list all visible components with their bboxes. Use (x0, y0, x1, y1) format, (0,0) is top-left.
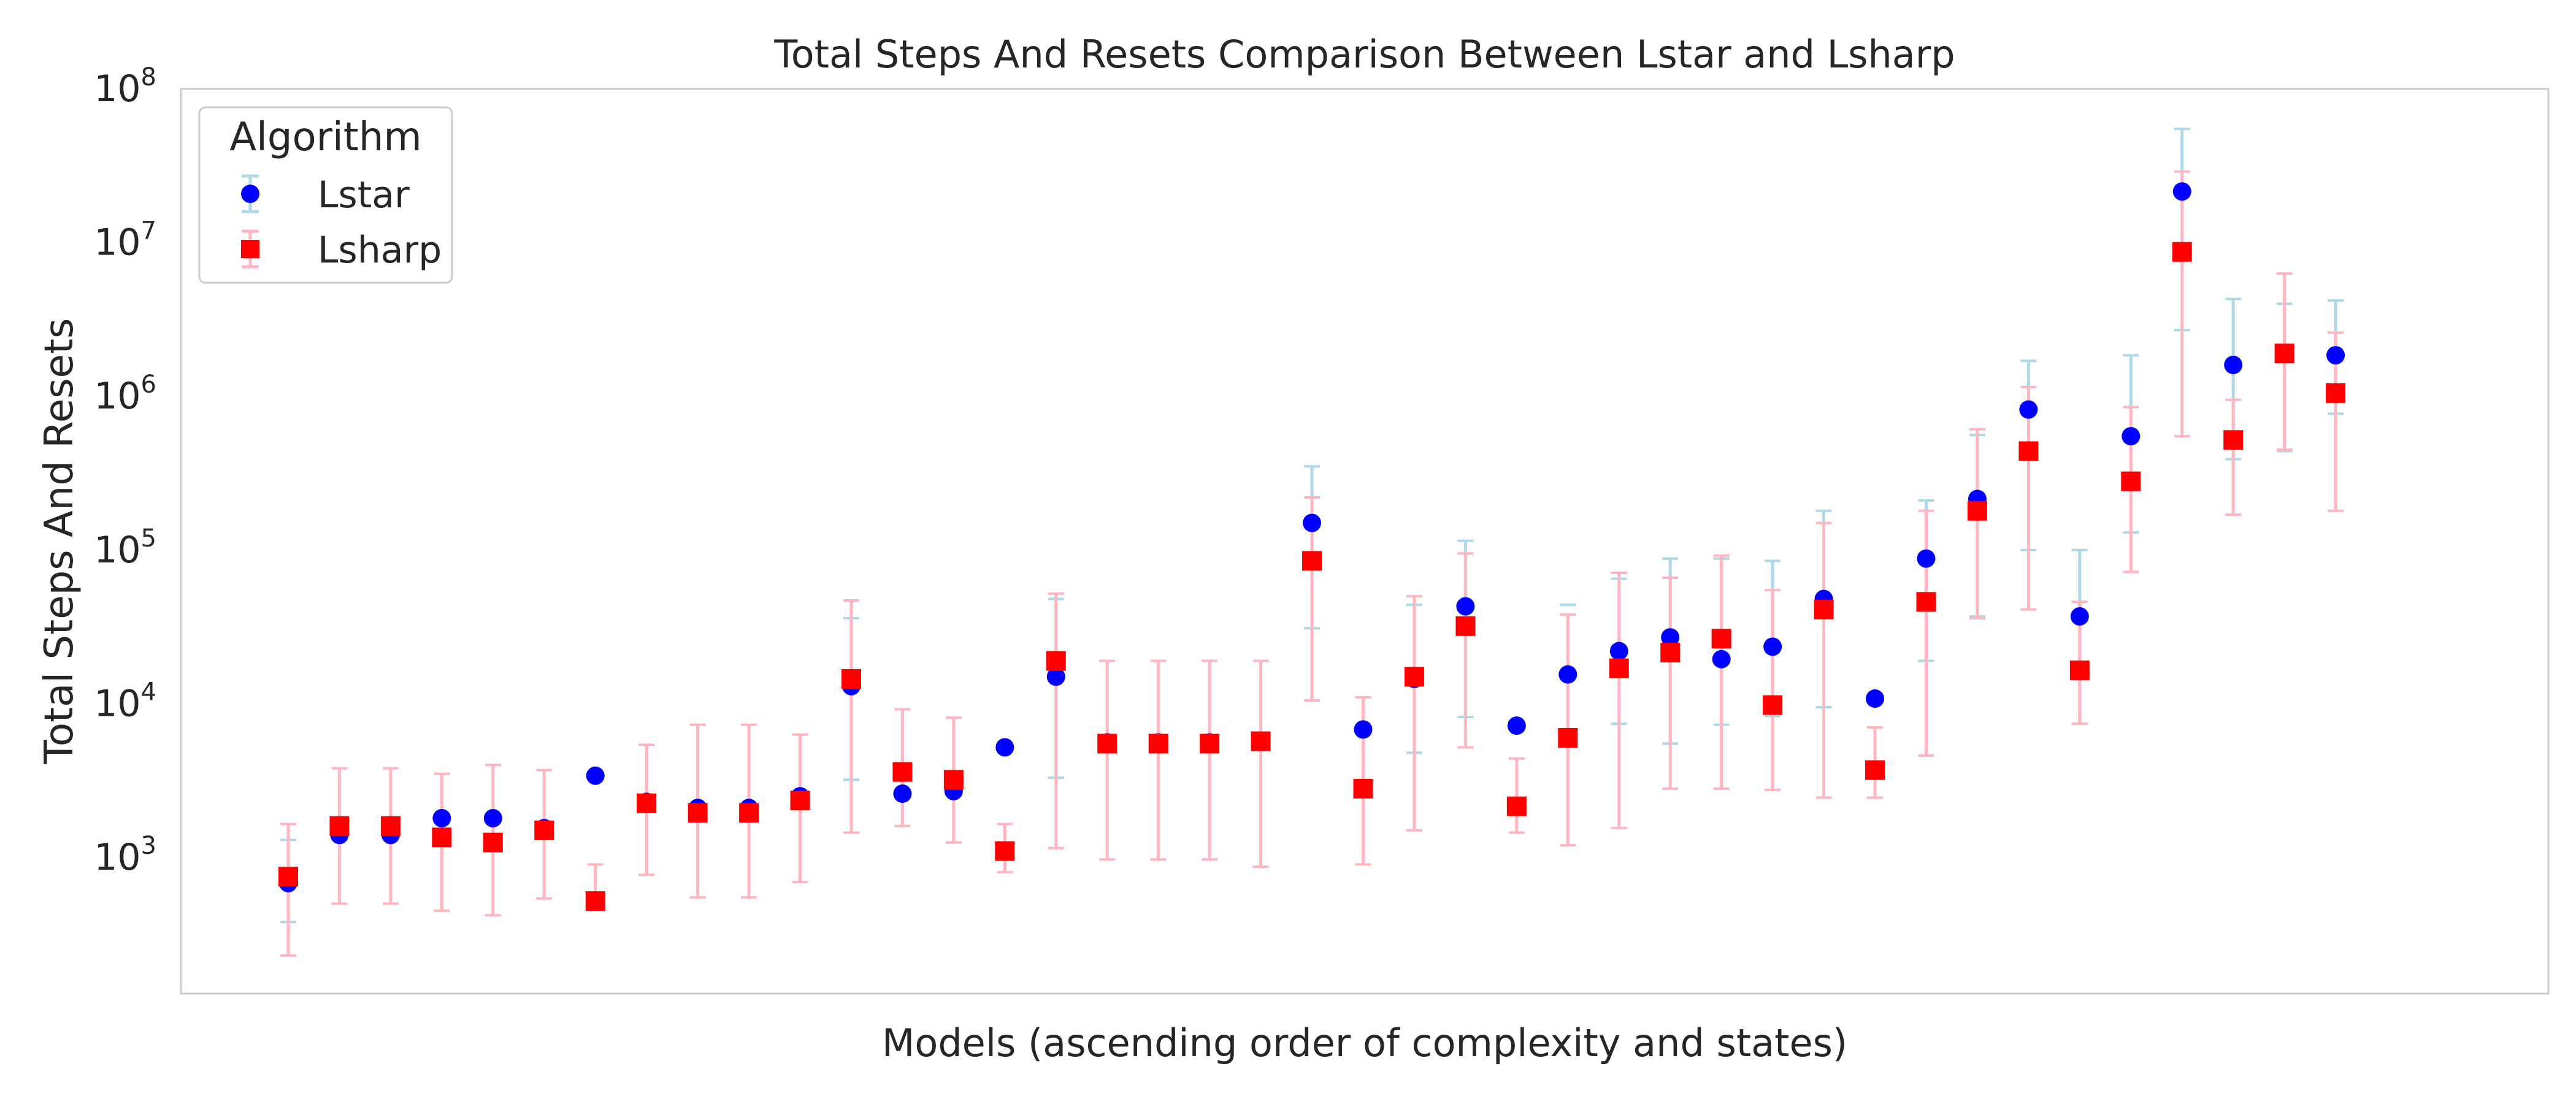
legend-lstar-marker (241, 185, 259, 203)
lsharp-point (2069, 660, 2090, 680)
y-tick-label: 107 (94, 217, 156, 264)
legend-box (198, 106, 453, 284)
data-points (278, 128, 2346, 957)
lsharp-point (1506, 796, 1527, 816)
lstar-point (1303, 513, 1322, 532)
lsharp-point (329, 816, 350, 836)
lsharp-point (995, 841, 1015, 861)
lstar-point (2070, 607, 2089, 626)
lsharp-point (2018, 441, 2039, 461)
lstar-point (2172, 182, 2191, 201)
lstar-point (995, 738, 1014, 757)
legend-lsharp-marker (241, 240, 259, 258)
y-tick-label: 106 (94, 370, 156, 418)
lsharp-point (432, 827, 452, 848)
legend: Algorithm Lstar Lsharp (198, 106, 453, 284)
y-tick-label: 103 (94, 832, 156, 879)
lsharp-point (483, 832, 503, 853)
legend-lsharp-label: Lsharp (318, 229, 442, 272)
lstar-point (1046, 667, 1065, 686)
lsharp-point (1814, 599, 1834, 619)
lsharp-point (1251, 731, 1271, 751)
lsharp-point (1097, 734, 1117, 754)
lsharp-point (1455, 616, 1476, 636)
chart-title: Total Steps And Resets Comparison Betwee… (773, 32, 1955, 77)
lsharp-point (2274, 343, 2294, 364)
lsharp-point (1148, 734, 1168, 754)
y-tick-label: 104 (94, 678, 156, 725)
lsharp-point (1763, 695, 1783, 715)
lsharp-point (1711, 629, 1731, 649)
lstar-point (2122, 427, 2141, 446)
legend-lstar-label: Lstar (318, 174, 410, 217)
lsharp-point (1353, 778, 1373, 799)
lsharp-point (637, 793, 657, 813)
lstar-point (1763, 637, 1782, 656)
lstar-point (1661, 628, 1680, 647)
lstar-point (1917, 549, 1936, 568)
lsharp-point (739, 803, 759, 823)
lstar-point (432, 808, 451, 827)
lsharp-point (892, 762, 913, 782)
lstar-point (586, 766, 605, 785)
lstar-point (1712, 650, 1731, 669)
lstar-point (1354, 720, 1373, 739)
lsharp-point (1916, 592, 1936, 612)
y-axis-label: Total Steps And Resets (37, 318, 82, 765)
y-tick-label: 105 (94, 524, 156, 572)
lstar-point (1866, 689, 1885, 708)
lstar-point (1507, 716, 1526, 735)
lsharp-point (2326, 383, 2346, 403)
lsharp-point (943, 770, 964, 790)
lsharp-point (1302, 551, 1322, 571)
lsharp-point (1609, 658, 1629, 678)
lsharp-point (278, 867, 298, 887)
lstar-point (1609, 642, 1628, 661)
lstar-point (893, 784, 912, 803)
lsharp-point (1660, 643, 1681, 663)
lstar-point (483, 808, 502, 827)
lsharp-point (2223, 430, 2244, 450)
lsharp-point (841, 669, 861, 689)
lsharp-point (380, 816, 401, 836)
legend-title: Algorithm (229, 115, 421, 160)
y-tick-label: 108 (94, 63, 156, 110)
lstar-point (1456, 597, 1475, 616)
y-axis: 103 104 105 106 107 108 (94, 63, 156, 879)
lsharp-point (2121, 471, 2141, 491)
lsharp-point (2172, 242, 2192, 262)
lsharp-point (1046, 651, 1066, 671)
lstar-point (2326, 346, 2345, 365)
x-axis-label: Models (ascending order of complexity an… (882, 1021, 1847, 1065)
lstar-point (2019, 400, 2038, 419)
lstar-point (1558, 665, 1577, 684)
lsharp-point (534, 820, 554, 840)
lsharp-point (1404, 667, 1424, 687)
lsharp-point (790, 790, 810, 810)
lsharp-point (1865, 760, 1885, 780)
lsharp-point (688, 803, 708, 823)
lsharp-point (1967, 500, 1987, 521)
lstar-point (2224, 356, 2243, 375)
lsharp-point (1200, 734, 1220, 754)
lsharp-point (1558, 727, 1578, 748)
lsharp-point (585, 891, 605, 911)
